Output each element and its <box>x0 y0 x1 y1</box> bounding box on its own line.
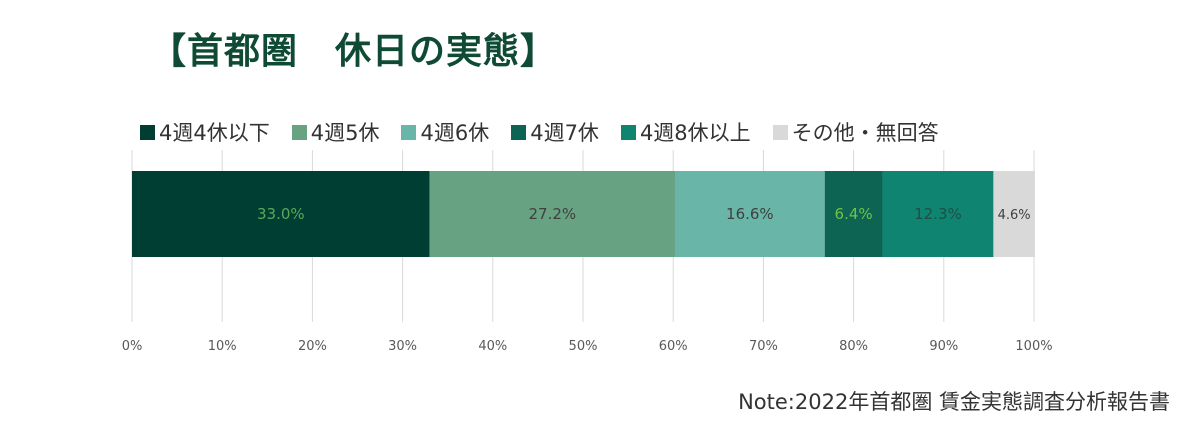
legend-swatch <box>620 124 636 140</box>
x-tick-label: 70% <box>749 339 778 354</box>
x-tick-label: 100% <box>1015 339 1052 354</box>
chart-title: 【首都圏 休日の実態】 <box>150 31 558 72</box>
source-note: Note:2022年首都圏 賃金実態調査分析報告書 <box>738 390 1170 414</box>
x-tick-label: 20% <box>298 339 327 354</box>
legend-swatch <box>291 124 307 140</box>
legend-label: 4週4休以下 <box>159 121 270 145</box>
x-tick-label: 30% <box>388 339 417 354</box>
bar-segment-4 <box>824 171 883 257</box>
data-label-6: 4.6% <box>998 208 1031 223</box>
legend-swatch <box>140 124 155 140</box>
data-label-5: 12.3% <box>914 205 962 223</box>
legend-item-3: 4週6休 <box>401 117 489 147</box>
bar-segment-3 <box>675 171 825 257</box>
legend-swatch <box>511 124 527 140</box>
legend-label: その他・無回答 <box>791 121 939 145</box>
legend-label: 4週8休以上 <box>639 121 751 145</box>
legend-label: 4週5休 <box>310 121 380 145</box>
legend-item-2: 4週5休 <box>291 117 380 147</box>
data-label-2: 27.2% <box>529 205 577 223</box>
x-tick-label: 0% <box>122 339 143 354</box>
bar-segment-2 <box>429 171 676 257</box>
x-tick-label: 90% <box>929 339 958 354</box>
x-tick-label: 10% <box>208 339 237 354</box>
x-tick-label: 60% <box>659 339 688 354</box>
legend-item-1: 4週4休以下 <box>140 117 270 147</box>
data-label-3: 16.6% <box>726 205 774 223</box>
x-tick-label: 50% <box>569 339 598 354</box>
bar-segment-5 <box>882 171 994 257</box>
x-tick-label: 80% <box>839 339 868 354</box>
legend-item-4: 4週7休 <box>511 117 599 147</box>
data-label-1: 33.0% <box>257 205 305 223</box>
legend-swatch <box>772 124 788 140</box>
bar-segment-6 <box>993 171 1035 257</box>
legend-swatch <box>401 124 417 140</box>
bar-segment-1 <box>132 171 430 257</box>
data-label-4: 6.4% <box>835 205 873 223</box>
legend-item-5: 4週8休以上 <box>620 117 751 147</box>
x-tick-label: 40% <box>478 339 507 354</box>
legend-label: 4週6休 <box>420 121 490 145</box>
chart-legend: 4週4休以下 4週5休 4週6休 4週7休 4週8休以上 その他・無回答 <box>140 117 961 147</box>
legend-item-6: その他・無回答 <box>772 117 939 147</box>
legend-label: 4週7休 <box>530 121 599 145</box>
